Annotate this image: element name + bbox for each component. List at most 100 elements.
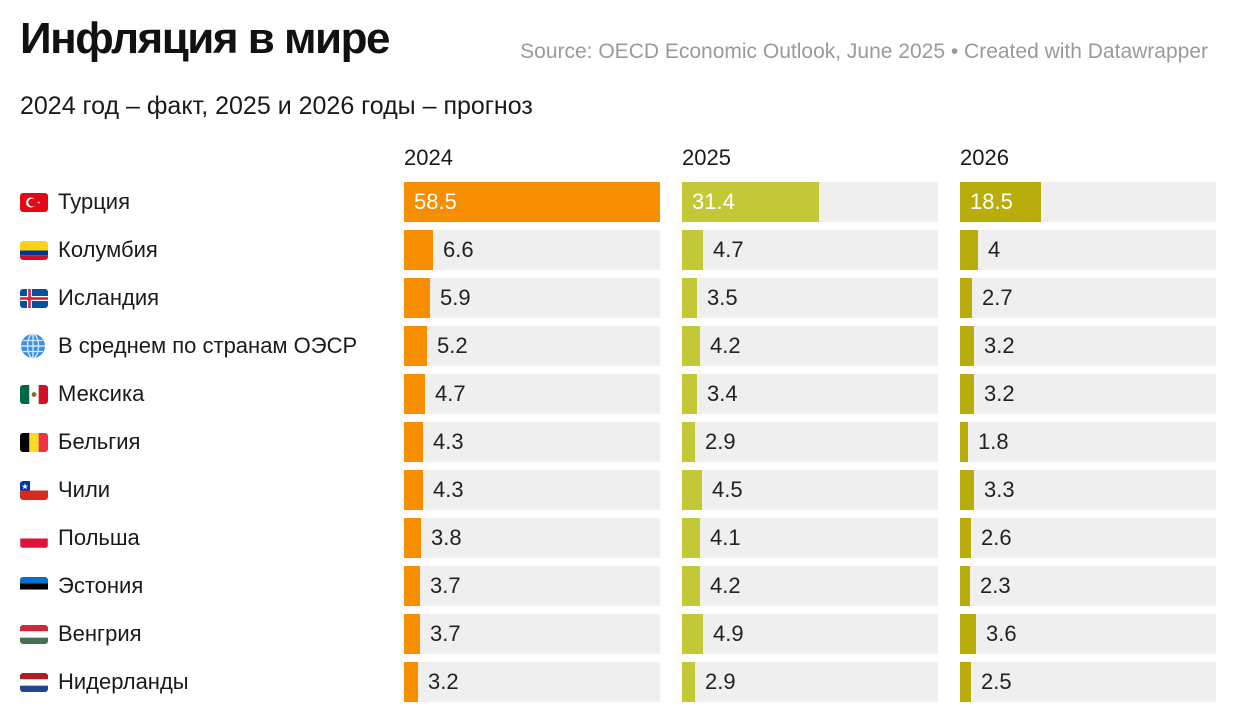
bar-track-2025-8: 4.1 bbox=[682, 518, 938, 558]
bar-2025-9 bbox=[682, 566, 700, 606]
row-label-6: Бельгия bbox=[20, 422, 140, 462]
bar-track-2024-8: 3.8 bbox=[404, 518, 660, 558]
country-name: Колумбия bbox=[58, 237, 158, 262]
bar-2024-1 bbox=[404, 182, 660, 222]
value-label-2024-10: 3.7 bbox=[430, 621, 461, 646]
column-header-2025: 2025 bbox=[682, 145, 731, 170]
bar-track-2025-10: 4.9 bbox=[682, 614, 938, 654]
bar-2024-6 bbox=[404, 422, 423, 462]
row-label-11: Нидерланды bbox=[20, 662, 189, 702]
bar-2024-2 bbox=[404, 230, 433, 270]
value-label-2025-6: 2.9 bbox=[705, 429, 736, 454]
bar-2026-10 bbox=[960, 614, 976, 654]
value-label-2024-7: 4.3 bbox=[433, 477, 464, 502]
bar-track-2024-10: 3.7 bbox=[404, 614, 660, 654]
bar-2026-3 bbox=[960, 278, 972, 318]
row-label-4: В среднем по странам ОЭСР bbox=[20, 326, 357, 366]
value-label-2025-11: 2.9 bbox=[705, 669, 736, 694]
value-label-2024-11: 3.2 bbox=[428, 669, 459, 694]
value-label-2025-4: 4.2 bbox=[710, 333, 741, 358]
row-label-7: Чили bbox=[20, 470, 110, 510]
bar-track-2025-5: 3.4 bbox=[682, 374, 938, 414]
estonia-flag-icon bbox=[20, 576, 48, 596]
country-name: Бельгия bbox=[58, 429, 141, 454]
bar-track-2026-10: 3.6 bbox=[960, 614, 1216, 654]
bar-2026-9 bbox=[960, 566, 970, 606]
bar-2025-5 bbox=[682, 374, 697, 414]
value-label-2024-6: 4.3 bbox=[433, 429, 464, 454]
value-label-2025-9: 4.2 bbox=[710, 573, 741, 598]
row-label-2: Колумбия bbox=[20, 230, 158, 270]
value-label-2026-3: 2.7 bbox=[982, 285, 1013, 310]
netherlands-flag-icon bbox=[20, 672, 48, 692]
value-label-2025-2: 4.7 bbox=[713, 237, 744, 262]
bar-2026-8 bbox=[960, 518, 971, 558]
row-label-5: Мексика bbox=[20, 374, 144, 414]
value-label-2025-5: 3.4 bbox=[707, 381, 738, 406]
belgium-flag-icon bbox=[20, 432, 48, 452]
country-name: В среднем по странам ОЭСР bbox=[58, 333, 358, 358]
bar-track-2025-6: 2.9 bbox=[682, 422, 938, 462]
bar-track-2024-9: 3.7 bbox=[404, 566, 660, 606]
bar-2026-5 bbox=[960, 374, 974, 414]
bar-track-2025-2: 4.7 bbox=[682, 230, 938, 270]
bar-2024-9 bbox=[404, 566, 420, 606]
value-label-2025-8: 4.1 bbox=[710, 525, 741, 550]
value-label-2026-4: 3.2 bbox=[984, 333, 1015, 358]
value-label-2024-2: 6.6 bbox=[443, 237, 474, 262]
country-name: Венгрия bbox=[58, 621, 142, 646]
bar-2026-6 bbox=[960, 422, 968, 462]
bar-track-2026-8: 2.6 bbox=[960, 518, 1216, 558]
value-label-2024-9: 3.7 bbox=[430, 573, 461, 598]
value-label-2025-1: 31.4 bbox=[692, 189, 735, 214]
bar-2026-7 bbox=[960, 470, 974, 510]
bar-2024-8 bbox=[404, 518, 421, 558]
column-header-2026: 2026 bbox=[960, 145, 1009, 170]
bar-2026-1 bbox=[960, 182, 1041, 222]
bar-track-2026-2: 4 bbox=[960, 230, 1216, 270]
bar-2025-6 bbox=[682, 422, 695, 462]
country-name: Чили bbox=[58, 477, 111, 502]
bar-2026-11 bbox=[960, 662, 971, 702]
bar-track-2026-4: 3.2 bbox=[960, 326, 1216, 366]
iceland-flag-icon bbox=[20, 288, 48, 308]
bar-track-2024-3: 5.9 bbox=[404, 278, 660, 318]
chart-title: Инфляция в мире bbox=[20, 14, 390, 63]
mexico-flag-icon bbox=[20, 384, 48, 404]
bar-2026-4 bbox=[960, 326, 974, 366]
bar-2024-7 bbox=[404, 470, 423, 510]
source-note: Source: OECD Economic Outlook, June 2025… bbox=[520, 40, 1208, 63]
value-label-2024-5: 4.7 bbox=[435, 381, 466, 406]
value-label-2024-8: 3.8 bbox=[431, 525, 462, 550]
bar-track-2024-7: 4.3 bbox=[404, 470, 660, 510]
chart-subtitle: 2024 год – факт, 2025 и 2026 годы – прог… bbox=[20, 92, 533, 120]
bar-2024-4 bbox=[404, 326, 427, 366]
country-name: Польша bbox=[58, 525, 140, 550]
value-label-2026-9: 2.3 bbox=[980, 573, 1011, 598]
bar-track-2026-9: 2.3 bbox=[960, 566, 1216, 606]
column-header-2024: 2024 bbox=[404, 145, 453, 170]
row-label-1: Турция bbox=[20, 182, 130, 222]
bar-track-2025-7: 4.5 bbox=[682, 470, 938, 510]
hungary-flag-icon bbox=[20, 624, 48, 644]
chile-flag-icon bbox=[20, 480, 48, 500]
bar-track-2025-1: 31.4 bbox=[682, 182, 938, 222]
value-label-2026-11: 2.5 bbox=[981, 669, 1012, 694]
value-label-2026-10: 3.6 bbox=[986, 621, 1017, 646]
value-label-2026-5: 3.2 bbox=[984, 381, 1015, 406]
bar-track-2024-6: 4.3 bbox=[404, 422, 660, 462]
country-name: Нидерланды bbox=[58, 669, 189, 694]
bar-track-2025-9: 4.2 bbox=[682, 566, 938, 606]
bar-track-2026-5: 3.2 bbox=[960, 374, 1216, 414]
bar-track-2024-1: 58.5 bbox=[404, 182, 660, 222]
bar-2025-10 bbox=[682, 614, 703, 654]
value-label-2026-8: 2.6 bbox=[981, 525, 1012, 550]
bar-2024-5 bbox=[404, 374, 425, 414]
country-name: Мексика bbox=[58, 381, 145, 406]
bar-2024-3 bbox=[404, 278, 430, 318]
value-label-2026-7: 3.3 bbox=[984, 477, 1015, 502]
globe-icon bbox=[20, 333, 46, 359]
row-label-8: Польша bbox=[20, 518, 140, 558]
value-label-2026-1: 18.5 bbox=[970, 189, 1013, 214]
bar-2025-4 bbox=[682, 326, 700, 366]
